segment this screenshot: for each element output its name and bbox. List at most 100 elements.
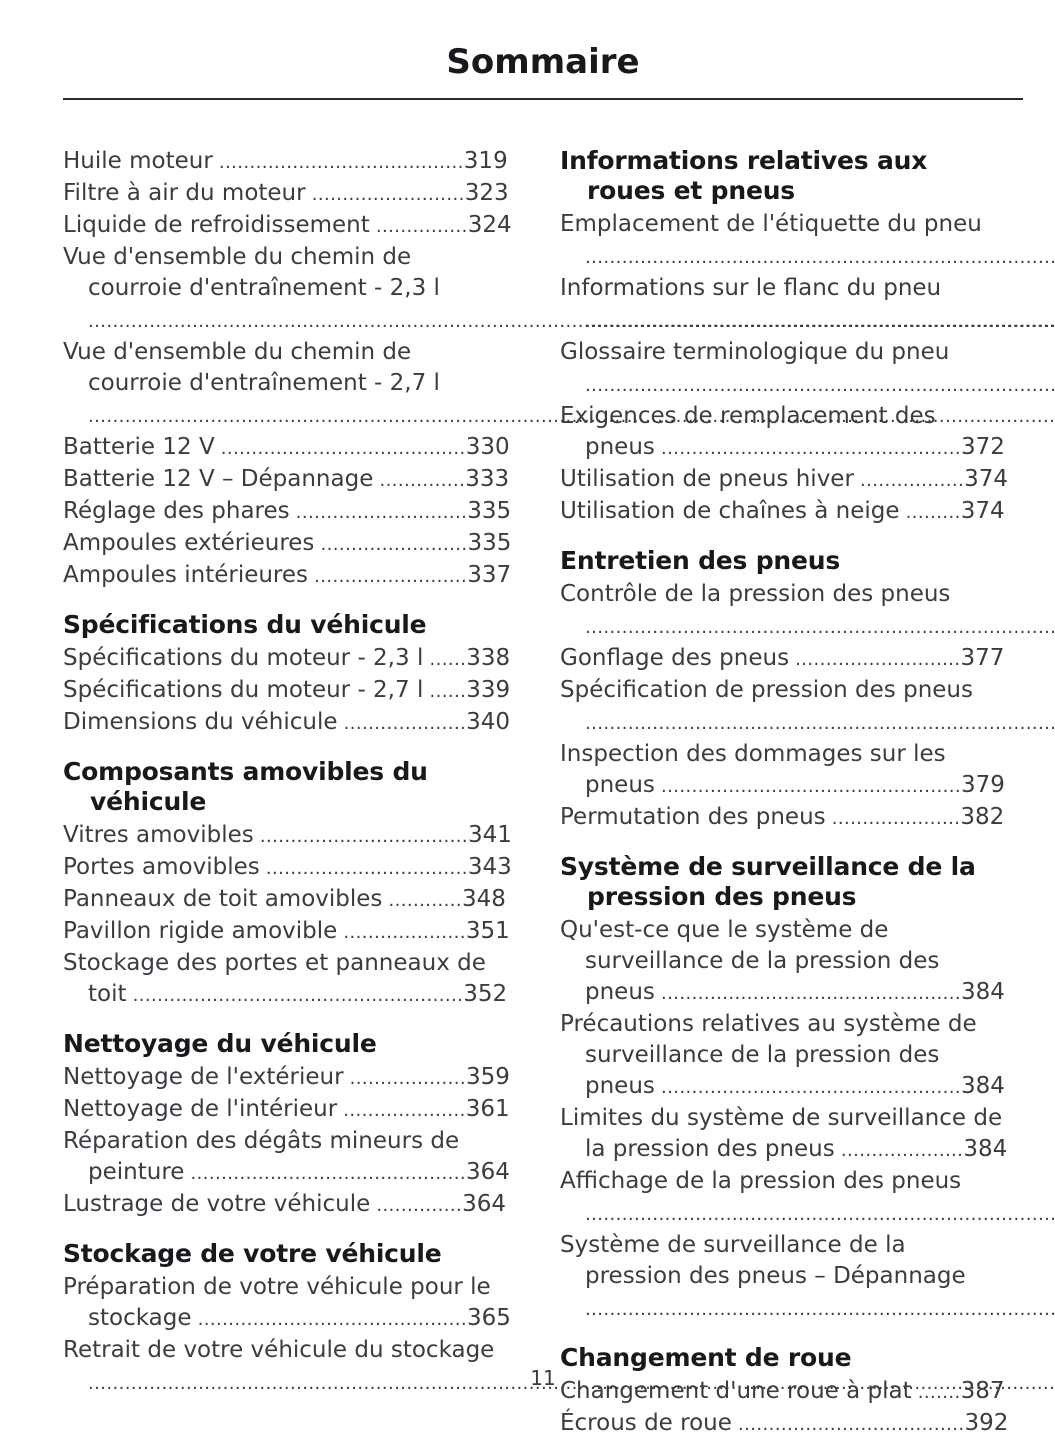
toc-entry-page-number: 364 bbox=[462, 1191, 506, 1217]
toc-entry-label: Gonflage des pneus bbox=[560, 645, 790, 671]
toc-entry: Liquide de refroidissement .............… bbox=[63, 210, 512, 242]
toc-section: Composants amovibles du véhicule Vitres a… bbox=[63, 757, 512, 1011]
toc-entry-page-number: 382 bbox=[960, 804, 1005, 830]
toc-section-heading: Entretien des pneus bbox=[560, 546, 841, 575]
toc-entry-page-number: 340 bbox=[466, 709, 510, 735]
toc-section-heading: Informations relatives aux roues et pneu… bbox=[560, 146, 928, 205]
toc-entry-label: Inspection des dommages sur les pneus bbox=[560, 741, 946, 798]
toc-entry: Portes amovibles .......................… bbox=[63, 852, 512, 884]
toc-leader-dots: ........................................… bbox=[88, 1373, 1055, 1394]
toc-entry: Ampoules extérieures ...................… bbox=[63, 528, 512, 560]
toc-right-column: Informations relatives aux roues et pneu… bbox=[560, 146, 1055, 1448]
toc-entry: Limites du système de surveillance de la… bbox=[560, 1103, 1009, 1166]
toc-entry-label: Liquide de refroidissement bbox=[63, 212, 370, 238]
toc-entry: Utilisation de chaînes à neige .........… bbox=[560, 496, 1009, 528]
toc-entry: Informations sur le flanc du pneu ......… bbox=[560, 273, 1055, 337]
toc-entry: Emplacement de l'étiquette du pneu .....… bbox=[560, 209, 1055, 273]
title-divider bbox=[63, 98, 1023, 100]
toc-entry-label: Batterie 12 V – Dépannage bbox=[63, 466, 374, 492]
toc-entry-label: Emplacement de l'étiquette du pneu bbox=[560, 211, 982, 237]
toc-entry-label: Contrôle de la pression des pneus bbox=[560, 581, 951, 607]
toc-entry-page-number: 384 bbox=[963, 1136, 1008, 1162]
toc-columns: Huile moteur ...........................… bbox=[63, 146, 1055, 1448]
toc-section: Huile moteur ...........................… bbox=[63, 146, 1055, 592]
toc-leader-dots: ........................ bbox=[314, 534, 468, 555]
toc-entry-label: Utilisation de pneus hiver bbox=[560, 466, 854, 492]
toc-leader-dots: .................... bbox=[337, 922, 466, 943]
toc-section-heading: Stockage de votre véhicule bbox=[63, 1239, 442, 1268]
toc-leader-dots: .................... bbox=[337, 713, 467, 734]
toc-entry-label: Panneaux de toit amovibles bbox=[63, 886, 383, 912]
toc-leader-dots: ........................................… bbox=[654, 983, 961, 1004]
toc-entry-page-number: 364 bbox=[466, 1159, 510, 1185]
toc-entry: Nettoyage de l'intérieur ...............… bbox=[63, 1094, 512, 1126]
toc-entry: Retrait de votre véhicule du stockage ..… bbox=[63, 1335, 1055, 1399]
toc-section: Système de surveillance de la pression d… bbox=[560, 852, 1055, 1325]
toc-leader-dots: ......................... bbox=[305, 184, 465, 205]
toc-entry-label: Nettoyage de l'extérieur bbox=[63, 1064, 344, 1090]
toc-leader-dots: ...... bbox=[423, 649, 467, 670]
toc-section: Entretien des pneus Contrôle de la pressi… bbox=[560, 546, 1055, 834]
toc-entry-page-number: 339 bbox=[466, 677, 511, 703]
toc-entry-page-number: 379 bbox=[960, 772, 1005, 798]
toc-entry-label: Précautions relatives au système de surv… bbox=[560, 1011, 977, 1099]
toc-entry: Spécifications du moteur - 2,3 l ......3… bbox=[63, 643, 512, 675]
toc-leader-dots: ........................................… bbox=[654, 1077, 961, 1098]
toc-entry: Spécification de pression des pneus ....… bbox=[560, 675, 1055, 739]
toc-entry: Précautions relatives au système de surv… bbox=[560, 1009, 1009, 1103]
page-number: 11 bbox=[530, 1366, 556, 1390]
toc-leader-dots: ......................... bbox=[308, 566, 468, 587]
toc-leader-dots: ..................................... bbox=[731, 1414, 965, 1435]
toc-leader-dots: ..................... bbox=[825, 808, 961, 829]
toc-entry-label: Spécification de pression des pneus bbox=[560, 677, 973, 703]
toc-entry-label: Spécifications du moteur - 2,7 l bbox=[63, 677, 424, 703]
toc-leader-dots: ................. bbox=[853, 470, 965, 491]
toc-leader-dots: ............................ bbox=[289, 502, 468, 523]
toc-leader-dots: ........................................… bbox=[184, 1163, 467, 1184]
toc-entry-label: Lustrage de votre véhicule bbox=[63, 1191, 371, 1217]
toc-entry-label: Réparation des dégâts mineurs de peintur… bbox=[63, 1128, 460, 1185]
toc-entry-page-number: 335 bbox=[467, 498, 512, 524]
toc-entry-label: Ampoules intérieures bbox=[63, 562, 309, 588]
toc-entry: Nettoyage de l'extérieur ...............… bbox=[63, 1062, 512, 1094]
toc-entry-label: Exigences de remplacement des pneus bbox=[560, 403, 936, 460]
toc-entry-label: Portes amovibles bbox=[63, 854, 260, 880]
toc-entry: Filtre à air du moteur .................… bbox=[63, 178, 512, 210]
toc-entry-label: Dimensions du véhicule bbox=[63, 709, 338, 735]
toc-entry-label: Vue d'ensemble du chemin de courroie d'e… bbox=[63, 244, 440, 301]
toc-entry-label: Changement d'une roue à plat bbox=[560, 1378, 912, 1404]
toc-section: Changement de roue Changement d'une roue … bbox=[560, 1343, 1009, 1440]
toc-leader-dots: ................................. bbox=[259, 858, 468, 879]
toc-entry-label: Nettoyage de l'intérieur bbox=[63, 1096, 338, 1122]
toc-entry-page-number: 319 bbox=[463, 148, 508, 174]
toc-entry-label: Huile moteur bbox=[63, 148, 213, 174]
toc-entry-page-number: 341 bbox=[468, 822, 512, 848]
toc-entry-label: Utilisation de chaînes à neige bbox=[560, 498, 900, 524]
toc-leader-dots: ...... bbox=[423, 681, 467, 702]
toc-entry: Stockage des portes et panneaux de toit … bbox=[63, 948, 512, 1011]
toc-entry-page-number: 348 bbox=[462, 886, 506, 912]
toc-leader-dots: .................... bbox=[834, 1140, 964, 1161]
toc-entry-page-number: 387 bbox=[960, 1378, 1005, 1404]
toc-leader-dots: .................... bbox=[337, 1100, 466, 1121]
toc-leader-dots: ....... bbox=[911, 1382, 961, 1403]
toc-entry: Inspection des dommages sur les pneus ..… bbox=[560, 739, 1009, 802]
toc-leader-dots: ........................... bbox=[789, 649, 961, 670]
toc-entry: Réparation des dégâts mineurs de peintur… bbox=[63, 1126, 512, 1189]
toc-leader-dots: .................................. bbox=[253, 826, 468, 847]
toc-entry-page-number: 392 bbox=[964, 1410, 1009, 1436]
toc-entry-label: Filtre à air du moteur bbox=[63, 180, 306, 206]
toc-leader-dots: ................... bbox=[343, 1068, 466, 1089]
toc-entry-page-number: 365 bbox=[466, 1305, 511, 1331]
toc-entry: Batterie 12 V – Dépannage ..............… bbox=[63, 464, 512, 496]
toc-entry-label: Retrait de votre véhicule du stockage bbox=[63, 1337, 495, 1363]
toc-entry-label: Réglage des phares bbox=[63, 498, 290, 524]
toc-entry: Spécifications du moteur - 2,7 l ......3… bbox=[63, 675, 512, 707]
toc-entry-page-number: 361 bbox=[465, 1096, 510, 1122]
toc-entry-page-number: 374 bbox=[964, 466, 1009, 492]
toc-entry: Pavillon rigide amovible ...............… bbox=[63, 916, 512, 948]
toc-entry-label: Spécifications du moteur - 2,3 l bbox=[63, 645, 424, 671]
toc-leader-dots: ........................................… bbox=[88, 311, 1055, 332]
toc-entry-page-number: 372 bbox=[960, 434, 1005, 460]
